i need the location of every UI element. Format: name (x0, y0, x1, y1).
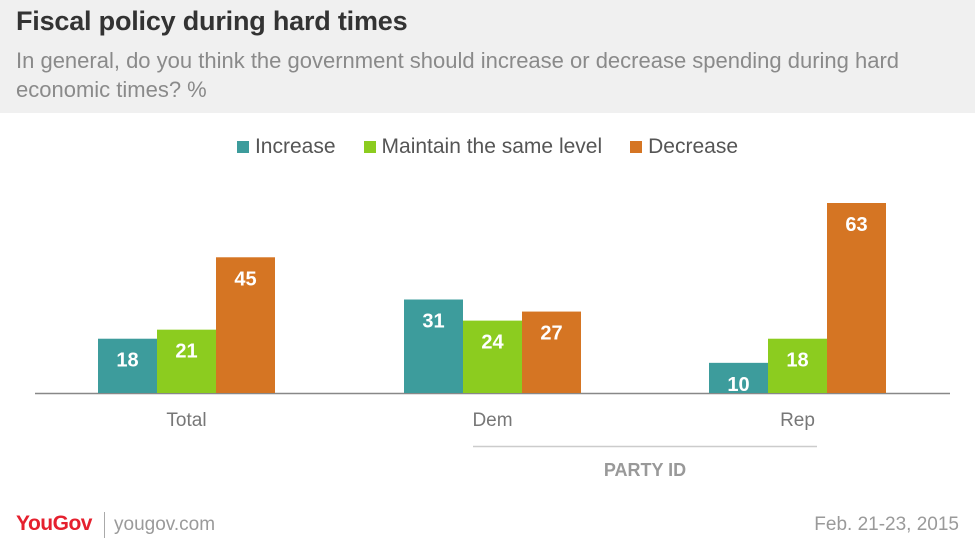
legend-label-decrease: Decrease (648, 135, 739, 158)
footer-date: Feb. 21-23, 2015 (814, 514, 959, 535)
data-label-rep-increase: 10 (727, 374, 749, 396)
group-label-party-id: PARTY ID (604, 460, 686, 480)
data-label-total-maintain: 21 (175, 341, 197, 363)
data-label-dem-decrease: 27 (540, 323, 562, 345)
legend-swatch-increase (236, 141, 249, 153)
legend: Increase Maintain the same level Decreas… (0, 132, 975, 162)
legend-item-maintain: Maintain the same level (363, 135, 603, 159)
bar-total-maintain (157, 329, 216, 393)
legend-swatch-decrease (630, 141, 643, 153)
legend-label-maintain: Maintain the same level (381, 135, 603, 158)
data-label-rep-decrease: 63 (845, 214, 867, 236)
footer-divider (104, 512, 105, 538)
data-label-total-decrease: 45 (234, 268, 256, 290)
header: Fiscal policy during hard times In gener… (0, 0, 975, 113)
chart-title: Fiscal policy during hard times (16, 6, 408, 36)
data-label-rep-maintain: 18 (786, 350, 808, 372)
legend-swatch-maintain (363, 141, 376, 153)
bar-dem-decrease (522, 311, 581, 393)
legend-item-decrease: Decrease (630, 135, 738, 159)
chart-subtitle: In general, do you think the government … (16, 48, 900, 102)
bar-total-increase (98, 338, 157, 393)
legend-item-increase: Increase (236, 135, 336, 159)
bar-total-decrease (216, 257, 275, 393)
x-tick-label-total: Total (166, 410, 206, 431)
footer-site: yougov.com (114, 514, 216, 535)
data-label-total-increase: 18 (116, 350, 138, 372)
bar-dem-maintain (463, 320, 522, 393)
legend-label-increase: Increase (254, 135, 336, 158)
bar-dem-increase (404, 299, 463, 393)
data-label-dem-maintain: 24 (481, 332, 504, 354)
yougov-logo: YouGov (16, 512, 92, 535)
data-label-dem-increase: 31 (422, 311, 444, 333)
x-tick-label-dem: Dem (472, 410, 512, 431)
bar-rep-increase (709, 362, 768, 393)
bar-rep-decrease (827, 203, 886, 393)
x-tick-label-rep: Rep (780, 410, 815, 431)
bar-chart: 18 21 45 Total 31 24 27 Dem 10 18 63 Rep PARTY ID (35, 203, 950, 480)
bar-rep-maintain (768, 338, 827, 393)
